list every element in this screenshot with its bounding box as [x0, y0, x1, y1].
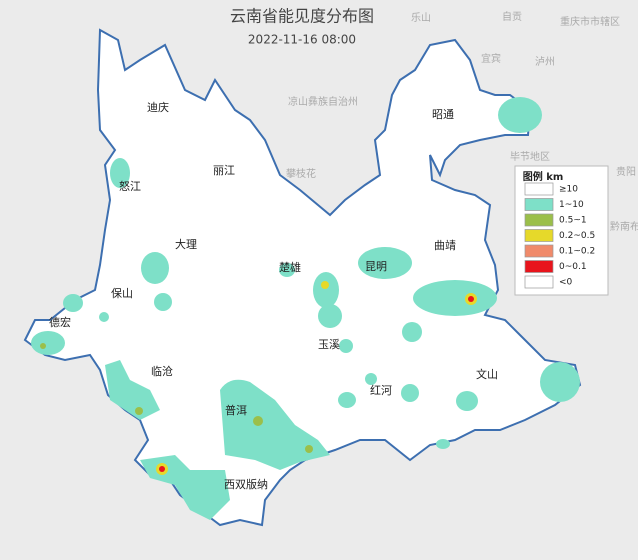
neighbor-label: 自贡 — [502, 10, 522, 23]
legend-title: 图例 km — [523, 170, 564, 183]
area — [498, 97, 542, 133]
city-label: 保山 — [111, 286, 133, 300]
city-label: 文山 — [476, 367, 498, 381]
legend-swatch — [524, 244, 554, 258]
city-label: 昆明 — [365, 260, 387, 273]
city-label: 玉溪 — [318, 338, 340, 351]
legend-label: 1~10 — [559, 200, 584, 210]
area — [365, 373, 377, 385]
area — [338, 392, 356, 408]
legend-label: ≥10 — [559, 185, 578, 195]
legend-label: 0.5~1 — [559, 216, 587, 226]
neighbor-label: 宜宾 — [481, 52, 501, 65]
neighbor-label: 毕节地区 — [510, 150, 550, 163]
legend-swatch — [524, 260, 554, 273]
neighbor-label: 黔南布 — [610, 220, 638, 233]
area — [339, 339, 353, 353]
area — [413, 280, 497, 316]
city-label: 普洱 — [225, 403, 247, 417]
neighbor-label: 凉山彝族自治州 — [288, 95, 358, 108]
area — [401, 384, 419, 402]
neighbor-label: 泸州 — [535, 56, 555, 68]
city-label: 迪庆 — [147, 100, 169, 114]
legend-label: 0.2~0.5 — [559, 231, 595, 241]
visibility-areas — [31, 97, 580, 520]
legend-label: 0.1~0.2 — [559, 247, 595, 257]
city-label: 红河 — [370, 384, 392, 397]
area — [154, 293, 172, 311]
area — [253, 416, 263, 426]
province-outline — [23, 28, 582, 527]
title: 云南省能见度分布图 — [230, 7, 374, 26]
area — [105, 360, 160, 420]
city-label: 楚雄 — [279, 260, 301, 274]
legend-label: 0~0.1 — [559, 262, 587, 272]
area — [318, 304, 342, 328]
area — [402, 322, 422, 342]
area — [135, 407, 143, 415]
city-label: 大理 — [175, 237, 197, 251]
city-label: 昭通 — [432, 108, 454, 121]
area — [313, 272, 339, 308]
legend-swatch — [524, 275, 554, 289]
neighbor-label: 攀枝花 — [286, 167, 316, 180]
area — [279, 263, 295, 277]
area — [99, 312, 109, 322]
area — [456, 391, 478, 411]
area — [141, 252, 169, 284]
city-label: 临沧 — [151, 364, 173, 378]
area — [468, 296, 474, 302]
area — [436, 439, 450, 449]
area — [220, 379, 330, 470]
area — [540, 362, 580, 402]
time: 2022-11-16 08:00 — [248, 33, 356, 47]
legend-label: <0 — [559, 278, 573, 288]
area — [110, 158, 130, 188]
neighbor-label: 贵阳 — [616, 165, 636, 178]
area — [40, 343, 46, 349]
city-label: 曲靖 — [434, 239, 456, 252]
legend-swatch — [524, 198, 554, 211]
area — [63, 294, 83, 312]
city-label: 西双版纳 — [224, 477, 268, 491]
legend-swatch — [524, 229, 554, 242]
neighbor-label: 乐山 — [411, 12, 431, 24]
neighbor-label: 重庆市市辖区 — [560, 15, 620, 28]
area — [321, 281, 329, 289]
city-label: 怒江 — [119, 179, 141, 193]
area — [305, 445, 313, 453]
legend-swatch — [524, 182, 554, 196]
area — [159, 466, 165, 472]
legend-swatch — [524, 213, 554, 227]
city-label: 德宏 — [49, 315, 71, 329]
area — [31, 331, 65, 355]
area — [358, 247, 412, 279]
city-label: 丽江 — [213, 164, 235, 177]
